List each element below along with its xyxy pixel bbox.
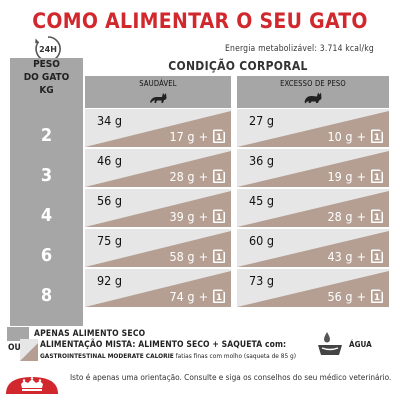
plus-sign: +: [356, 289, 366, 304]
water-bowl-icon: [318, 332, 342, 355]
dry-only-legend: APENAS ALIMENTO SECO: [34, 329, 146, 339]
feeding-cell-overweight: 73 g 56 g + 1: [237, 269, 389, 307]
plus-sign: +: [198, 289, 208, 304]
header-line: DO GATO: [23, 72, 70, 83]
mixed-feeding-amount: 58 g +: [169, 249, 208, 264]
mixed-feeding-amount: 10 g +: [327, 129, 366, 144]
mixed-feeding-amount: 28 g +: [327, 209, 366, 224]
feeding-cell-overweight: 27 g 10 g + 1: [237, 109, 389, 147]
feeding-cell-healthy: 56 g 39 g + 1: [85, 189, 231, 227]
pouch-count: 1: [216, 213, 222, 223]
royal-canin-crown-icon: [6, 377, 58, 394]
dry-food-amount: 45 g: [249, 193, 275, 208]
plus-sign: +: [356, 249, 366, 264]
dry-food-amount: 92 g: [97, 273, 123, 288]
pouch-icon: 1: [213, 289, 225, 303]
pouch-icon: 1: [371, 289, 383, 303]
dry-food-amount: 27 g: [249, 113, 275, 128]
footer-disclaimer: Isto é apenas uma orientação. Consulte e…: [70, 372, 392, 382]
pouch-icon: 1: [371, 249, 383, 263]
header-line: PESO: [33, 59, 60, 70]
pouch-icon: 1: [213, 169, 225, 183]
pouch-count: 1: [216, 173, 222, 183]
plus-sign: +: [356, 209, 366, 224]
weight-value: 8: [40, 285, 53, 306]
feeding-cell-overweight: 36 g 19 g + 1: [237, 149, 389, 187]
pouch-count: 1: [216, 293, 222, 303]
cat-overweight-icon: [304, 92, 322, 104]
mixed-feeding-amount: 56 g +: [327, 289, 366, 304]
pouch-icon: 1: [213, 209, 225, 223]
dry-food-amount: 60 g: [249, 233, 275, 248]
pouch-count: 1: [374, 293, 380, 303]
mixed-feeding-amount: 19 g +: [327, 169, 366, 184]
overweight-label: EXCESSO DE PESO: [280, 79, 346, 88]
dry-food-amount: 36 g: [249, 153, 275, 168]
energy-info: Energia metabolizável: 3.714 kcal/kg: [225, 44, 374, 54]
feeding-cell-overweight: 45 g 28 g + 1: [237, 189, 389, 227]
dry-food-amount: 34 g: [97, 113, 123, 128]
dry-food-amount: 73 g: [249, 273, 275, 288]
mixed-feeding-amount: 17 g +: [169, 129, 208, 144]
plus-sign: +: [198, 169, 208, 184]
plus-sign: +: [356, 169, 366, 184]
overweight-column-header: EXCESSO DE PESO: [237, 76, 389, 108]
weight-value: 6: [40, 245, 53, 266]
pouch-count: 1: [374, 213, 380, 223]
plus-sign: +: [198, 209, 208, 224]
weight-value: 2: [40, 125, 53, 146]
pouch-icon: 1: [371, 129, 383, 143]
water-label: ÁGUA: [349, 340, 372, 349]
dry-food-amount: 46 g: [97, 153, 123, 168]
mixed-feeding-amount: 43 g +: [327, 249, 366, 264]
product-detail: fatias finas com molho (saqueta de 85 g): [173, 352, 297, 360]
dry-food-amount: 56 g: [97, 193, 123, 208]
product-name: GASTROINTESTINAL MODERATE CALORIE: [40, 352, 174, 360]
feeding-cell-healthy: 34 g 17 g + 1: [85, 109, 231, 147]
cat-healthy-icon: [150, 93, 167, 103]
plus-sign: +: [198, 129, 208, 144]
or-label: OU: [8, 343, 21, 353]
mixed-feeding-amount: 39 g +: [169, 209, 208, 224]
dry-only-swatch: [7, 327, 29, 341]
dry-food-amount: 75 g: [97, 233, 123, 248]
weight-column-header: PESO DO GATO KG: [10, 58, 83, 100]
header-line: KG: [39, 85, 54, 96]
badge-label: 24H: [39, 45, 57, 54]
healthy-label: SAUDÁVEL: [139, 79, 177, 88]
feeding-cell-healthy: 92 g 74 g + 1: [85, 269, 231, 307]
mixed-feeding-detail: GASTROINTESTINAL MODERATE CALORIE fatias…: [40, 352, 296, 360]
pouch-icon: 1: [213, 129, 225, 143]
weight-column: [10, 58, 83, 326]
plus-sign: +: [356, 129, 366, 144]
pouch-icon: 1: [371, 209, 383, 223]
pouch-icon: 1: [371, 169, 383, 183]
pouch-count: 1: [374, 173, 380, 183]
mixed-feeding-amount: 74 g +: [169, 289, 208, 304]
pouch-count: 1: [216, 133, 222, 143]
pouch-count: 1: [216, 253, 222, 263]
feeding-cell-overweight: 60 g 43 g + 1: [237, 229, 389, 267]
mixed-feeding-amount: 28 g +: [169, 169, 208, 184]
pouch-icon: 1: [213, 249, 225, 263]
weight-value: 3: [40, 165, 53, 186]
page-title: COMO ALIMENTAR O SEU GATO: [32, 9, 368, 33]
pouch-count: 1: [374, 133, 380, 143]
feeding-cell-healthy: 46 g 28 g + 1: [85, 149, 231, 187]
mixed-feeding-swatch: [20, 339, 38, 361]
pouch-count: 1: [374, 253, 380, 263]
weight-value: 4: [40, 205, 53, 226]
mixed-feeding-legend: ALIMENTAÇÃO MISTA: ALIMENTO SECO + SAQUE…: [40, 340, 287, 350]
feeding-cell-healthy: 75 g 58 g + 1: [85, 229, 231, 267]
plus-sign: +: [198, 249, 208, 264]
healthy-column-header: SAUDÁVEL: [85, 76, 231, 108]
body-condition-header: CONDIÇÃO CORPORAL: [168, 59, 308, 73]
